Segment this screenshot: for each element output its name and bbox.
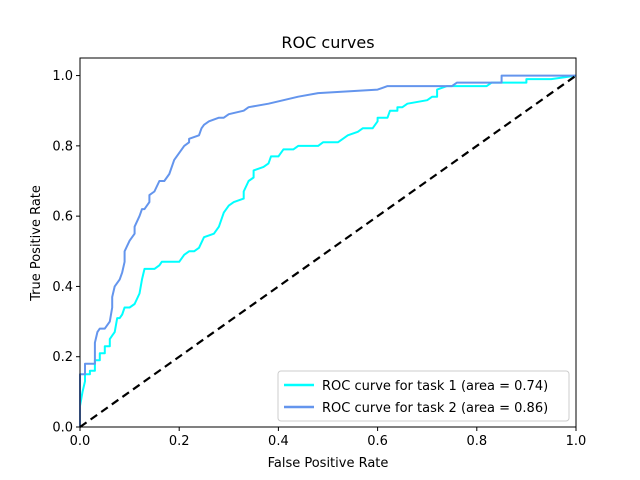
series-line-task-2 [79,74,576,427]
x-tick-label: 0.2 [169,434,190,449]
y-tick-label: 0.2 [52,350,73,365]
y-axis-label: True Positive Rate [29,185,44,302]
x-axis-ticks: 0.0 0.2 0.4 0.6 0.8 1.0 [70,427,587,449]
x-tick-label: 0.8 [466,434,487,449]
y-tick-label: 0.6 [52,210,73,225]
chart-title: ROC curves [281,33,374,52]
legend-entry-task-2: ROC curve for task 2 (area = 0.86) [322,401,548,416]
x-tick-label: 0.6 [367,434,388,449]
legend: ROC curve for task 1 (area = 0.74) ROC c… [277,370,570,422]
plot-frame [79,57,577,428]
y-tick-label: 0.4 [52,280,73,295]
plot-lines [79,74,577,428]
x-tick-label: 1.0 [566,434,587,449]
legend-entry-task-1: ROC curve for task 1 (area = 0.74) [322,379,548,394]
legend-box [277,370,570,422]
series-line-task-1 [79,74,577,427]
y-tick-label: 0.0 [52,421,73,436]
y-axis-ticks: 0.0 0.2 0.4 0.6 0.8 1.0 [52,69,80,436]
y-tick-label: 0.8 [52,139,73,154]
series-line-chance [79,74,577,428]
y-tick-label: 1.0 [52,69,73,84]
x-tick-label: 0.4 [268,434,289,449]
x-axis-label: False Positive Rate [268,456,389,471]
x-tick-label: 0.0 [70,434,91,449]
